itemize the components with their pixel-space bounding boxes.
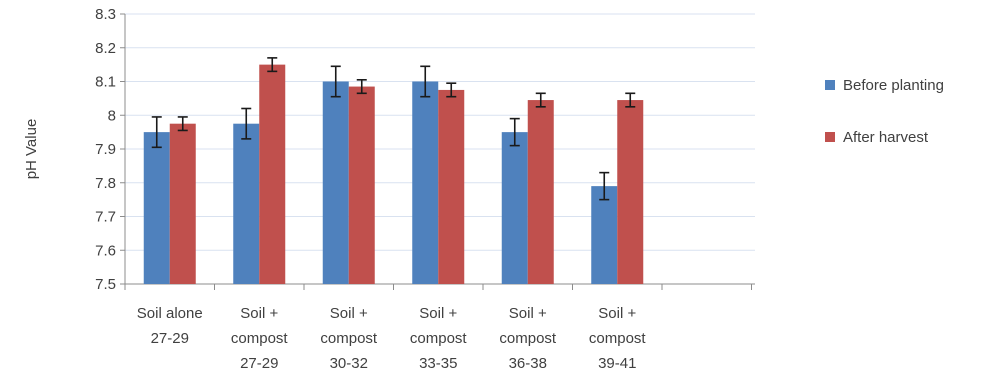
x-category-label: compost (231, 330, 289, 347)
x-category-label: Soil + (509, 305, 547, 322)
bars (143, 64, 644, 284)
x-category-label: 33-35 (419, 355, 457, 372)
legend-label: After harvest (843, 129, 929, 146)
x-category-label: Soil alone (137, 305, 203, 322)
y-tick-label: 8.1 (95, 74, 116, 91)
legend-swatch (825, 132, 835, 142)
y-tick-label: 7.9 (95, 141, 116, 158)
y-tick-label: 8.2 (95, 40, 116, 57)
x-category-label: 36-38 (509, 355, 547, 372)
x-category-label: Soil + (330, 305, 368, 322)
bar (412, 81, 439, 284)
bar (233, 123, 260, 284)
bar (169, 123, 196, 284)
bar (259, 64, 286, 284)
y-tick-label: 7.6 (95, 242, 116, 259)
x-category-label: 39-41 (598, 355, 636, 372)
y-tick-label: 8 (108, 107, 116, 124)
bar (617, 100, 644, 284)
legend-swatch (825, 80, 835, 90)
x-category-label: compost (410, 330, 468, 347)
x-category-label: 27-29 (240, 355, 278, 372)
y-tick-label: 8.3 (95, 6, 116, 23)
bar (322, 81, 349, 284)
bar (527, 100, 554, 284)
bar (348, 86, 375, 284)
x-category-label: compost (320, 330, 378, 347)
y-tick-label: 7.5 (95, 276, 116, 293)
error-bars (151, 57, 636, 201)
x-category-labels: Soil alone 27-29 Soil + compost 27-29 Soil + c… (137, 305, 647, 372)
x-category-label: Soil + (419, 305, 457, 322)
x-category-label: compost (499, 330, 557, 347)
y-axis-title: pH Value (23, 119, 40, 180)
bar (143, 132, 170, 284)
bar (501, 132, 528, 284)
x-category-label: compost (589, 330, 647, 347)
bar (591, 186, 618, 284)
legend: Before planting After harvest (825, 77, 944, 146)
x-category-label: 30-32 (330, 355, 368, 372)
y-tick-label: 7.7 (95, 209, 116, 226)
legend-label: Before planting (843, 77, 944, 94)
x-category-label: Soil + (598, 305, 636, 322)
y-tick-label: 7.8 (95, 175, 116, 192)
x-category-label: Soil + (240, 305, 278, 322)
y-tick-labels: 7.5 7.6 7.7 7.8 7.9 8 8.1 8.2 8.3 (95, 6, 116, 293)
x-category-label: 27-29 (151, 330, 189, 347)
bar (438, 89, 465, 284)
